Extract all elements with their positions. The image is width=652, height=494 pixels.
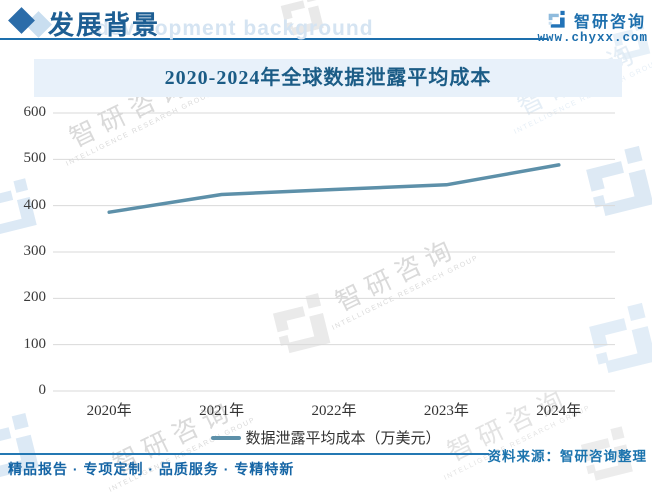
series-line bbox=[107, 163, 561, 214]
line-chart bbox=[53, 112, 615, 392]
header-divider bbox=[0, 38, 547, 40]
brand-block: 智研咨询 bbox=[547, 8, 646, 32]
chart-title: 2020-2024年全球数据泄露平均成本 bbox=[164, 67, 492, 89]
page-header: development background 发展背景 智研咨询 www.chy… bbox=[0, 0, 652, 46]
brand-url: www.chyxx.com bbox=[537, 31, 648, 45]
source-note: 资料来源：智研咨询整理 bbox=[487, 449, 647, 464]
chart-legend: 数据泄露平均成本（万美元） bbox=[0, 427, 652, 448]
legend-label: 数据泄露平均成本（万美元） bbox=[245, 431, 441, 447]
legend-line-marker-icon bbox=[211, 435, 242, 440]
zhiyan-logo-icon bbox=[548, 10, 565, 28]
brand-name: 智研咨询 bbox=[573, 14, 646, 31]
footer-divider bbox=[0, 453, 489, 455]
footer-slogan: 精品报告 · 专项定制 · 品质服务 · 专精特新 bbox=[8, 461, 295, 477]
page-title: 发展背景 bbox=[48, 11, 161, 40]
chart-title-banner: 2020-2024年全球数据泄露平均成本 bbox=[34, 59, 622, 97]
